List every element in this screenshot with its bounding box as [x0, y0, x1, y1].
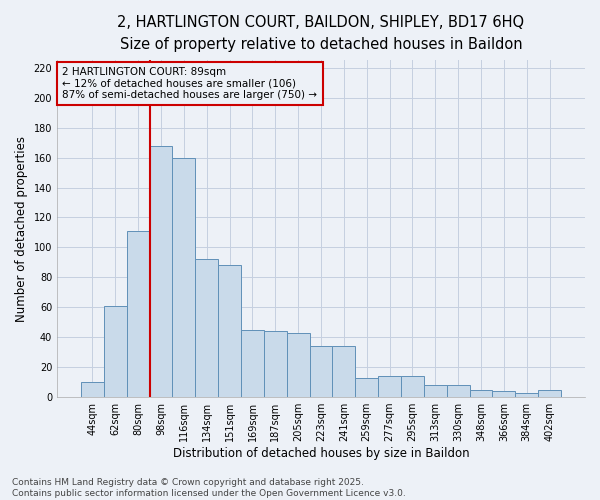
Bar [493, 391, 515, 397]
Bar [538, 390, 561, 397]
Bar [127, 231, 149, 397]
Y-axis label: Number of detached properties: Number of detached properties [15, 136, 28, 322]
Bar [515, 392, 538, 397]
Bar [332, 346, 355, 397]
Bar [378, 376, 401, 397]
Text: Contains HM Land Registry data © Crown copyright and database right 2025.
Contai: Contains HM Land Registry data © Crown c… [12, 478, 406, 498]
Bar [81, 382, 104, 397]
Bar [241, 330, 264, 397]
Bar [287, 332, 310, 397]
Bar [401, 376, 424, 397]
Title: 2, HARTLINGTON COURT, BAILDON, SHIPLEY, BD17 6HQ
Size of property relative to de: 2, HARTLINGTON COURT, BAILDON, SHIPLEY, … [118, 15, 524, 52]
Bar [196, 260, 218, 397]
Bar [264, 331, 287, 397]
Text: 2 HARTLINGTON COURT: 89sqm
← 12% of detached houses are smaller (106)
87% of sem: 2 HARTLINGTON COURT: 89sqm ← 12% of deta… [62, 67, 317, 100]
Bar [172, 158, 196, 397]
Bar [355, 378, 378, 397]
X-axis label: Distribution of detached houses by size in Baildon: Distribution of detached houses by size … [173, 447, 469, 460]
Bar [149, 146, 172, 397]
Bar [218, 266, 241, 397]
Bar [447, 385, 470, 397]
Bar [424, 385, 447, 397]
Bar [104, 306, 127, 397]
Bar [470, 390, 493, 397]
Bar [310, 346, 332, 397]
